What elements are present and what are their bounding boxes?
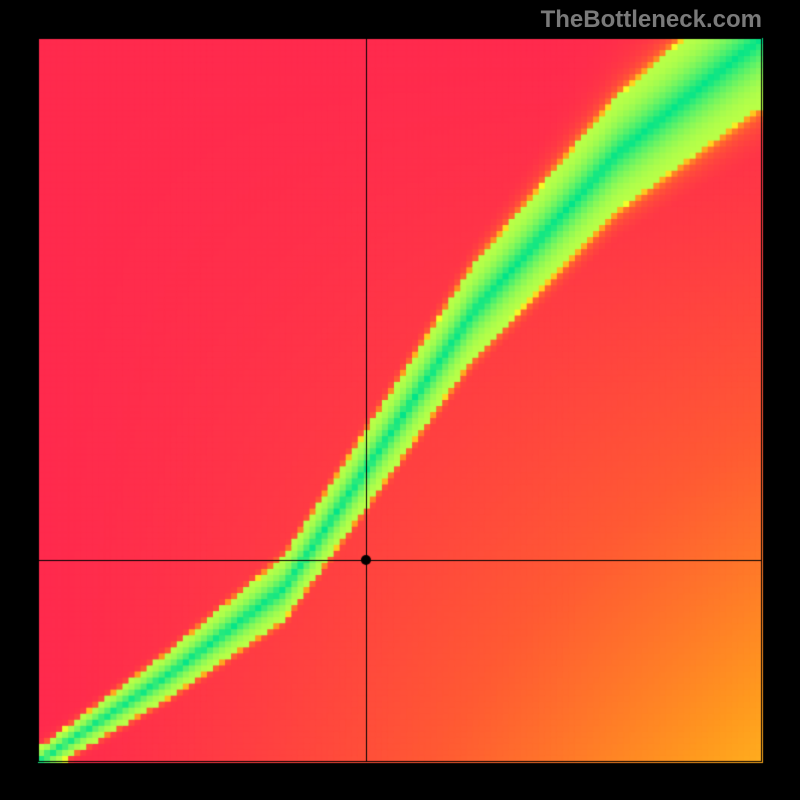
chart-container: TheBottleneck.com [0, 0, 800, 800]
bottleneck-heatmap [0, 0, 800, 800]
watermark-text: TheBottleneck.com [541, 6, 762, 34]
